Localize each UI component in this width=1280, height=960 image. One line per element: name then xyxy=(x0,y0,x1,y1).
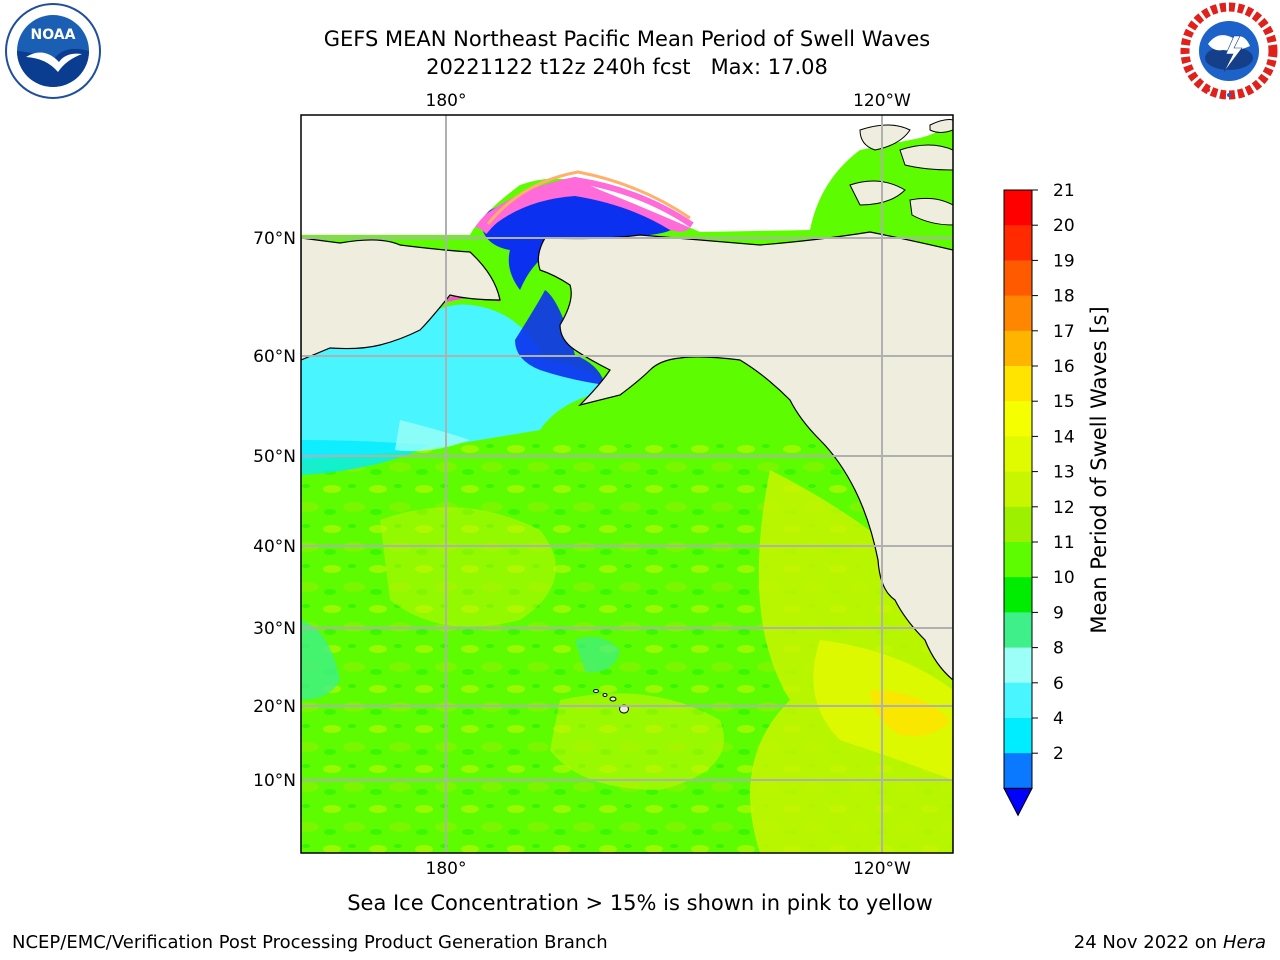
noaa-logo: NOAA xyxy=(5,3,101,99)
map-title: GEFS MEAN Northeast Pacific Mean Period … xyxy=(323,27,931,51)
yellow-zone-south xyxy=(550,693,724,790)
blue-low-period-bering xyxy=(515,290,605,385)
colorbar-tick-label: 4 xyxy=(1053,709,1064,729)
colorbar-segment xyxy=(1004,647,1032,684)
machine-name: Hera xyxy=(1222,932,1266,953)
colorbar-segment xyxy=(1004,718,1032,754)
generation-date-text: 24 Nov 2022 on xyxy=(1073,932,1218,953)
colorbar-segment xyxy=(1004,612,1032,649)
green-patch-hawaii xyxy=(575,636,620,673)
colorbar-segment xyxy=(1004,401,1032,437)
colorbar-segment xyxy=(1004,506,1032,543)
graticule xyxy=(301,115,953,853)
colorbar-segment xyxy=(1004,225,1032,261)
nws-logo xyxy=(1180,2,1278,100)
svg-text:NOAA: NOAA xyxy=(31,27,76,43)
generation-date: 24 Nov 2022 on Hera xyxy=(1074,932,1266,953)
colorbar-segment xyxy=(1004,753,1032,789)
yellow-zone-central xyxy=(380,507,556,627)
peak-period-zone xyxy=(870,690,950,736)
colorbar-tick-label: 15 xyxy=(1053,392,1075,412)
colorbar: 21 20 19 18 17 16 15 14 13 12 11 10 9 8 6 4 2 xyxy=(1003,181,1075,817)
colorbar-segment xyxy=(1004,682,1032,719)
map-frame xyxy=(300,114,954,854)
lon-label-top-180: 180° xyxy=(426,91,467,111)
sea-ice-edge-outer xyxy=(486,170,691,225)
arctic-island xyxy=(909,197,953,226)
colorbar-tick-label: 12 xyxy=(1053,498,1075,518)
colorbar-frame xyxy=(1003,189,1033,789)
colorbar-segment xyxy=(1004,330,1032,367)
colorbar-segment xyxy=(1004,366,1032,402)
siberia-land xyxy=(301,237,501,361)
map-plot-area xyxy=(301,115,953,853)
lat-label-70n: 70°N xyxy=(253,229,296,249)
colorbar-segment xyxy=(1004,190,1032,226)
lat-label-30n: 30°N xyxy=(253,619,296,639)
light-cyan-patch xyxy=(395,420,470,452)
colorbar-segment xyxy=(1004,436,1032,473)
arctic-no-data xyxy=(301,115,953,235)
green-patch-west xyxy=(301,620,340,700)
colorbar-segment xyxy=(1004,577,1032,613)
colorbar-segment xyxy=(1004,295,1032,332)
colorbar-tick-label: 21 xyxy=(1053,181,1075,201)
colorbar-segment xyxy=(1004,260,1032,297)
sea-ice-edge-north xyxy=(481,176,694,234)
lon-label-bottom-180: 180° xyxy=(426,859,467,879)
colorbar-segment xyxy=(1004,471,1032,508)
producer-credit: NCEP/EMC/Verification Post Processing Pr… xyxy=(12,932,608,953)
lat-label-60n: 60°N xyxy=(253,347,296,367)
lat-label-20n: 20°N xyxy=(253,697,296,717)
colorbar-tick-label: 17 xyxy=(1053,322,1075,342)
north-america-land xyxy=(537,231,953,853)
lat-label-40n: 40°N xyxy=(253,537,296,557)
lon-label-bottom-120w: 120°W xyxy=(853,859,911,879)
colorbar-tick-label: 8 xyxy=(1053,639,1064,659)
colorbar-label: Mean Period of Swell Waves [s] xyxy=(1087,306,1111,633)
colorbar-extend-arrow xyxy=(1003,787,1033,817)
colorbar-segment xyxy=(1004,542,1032,578)
arctic-island xyxy=(929,119,953,133)
arctic-island xyxy=(859,124,911,151)
lon-label-top-120w: 120°W xyxy=(853,91,911,111)
arctic-island xyxy=(899,144,953,171)
lat-label-50n: 50°N xyxy=(253,447,296,467)
colorbar-tick-label: 14 xyxy=(1053,427,1075,447)
colorbar-tick-label: 9 xyxy=(1053,603,1064,623)
sea-ice-footnote: Sea Ice Concentration > 15% is shown in … xyxy=(347,891,933,915)
colorbar-tick-label: 16 xyxy=(1053,357,1075,377)
colorbar-tick-label: 20 xyxy=(1053,216,1075,236)
colorbar-tick-label: 2 xyxy=(1053,744,1064,764)
colorbar-tick-label: 19 xyxy=(1053,251,1075,271)
lat-label-10n: 10°N xyxy=(253,771,296,791)
colorbar-tick-label: 13 xyxy=(1053,463,1075,483)
map-subtitle: 20221122 t12z 240h fcst Max: 17.08 xyxy=(426,55,828,79)
colorbar-tick-label: 18 xyxy=(1053,287,1075,307)
colorbar-tick-label: 6 xyxy=(1053,674,1064,694)
colorbar-tick-label: 11 xyxy=(1053,533,1075,553)
arctic-island xyxy=(849,180,906,206)
colorbar-tick-label: 10 xyxy=(1053,568,1075,588)
